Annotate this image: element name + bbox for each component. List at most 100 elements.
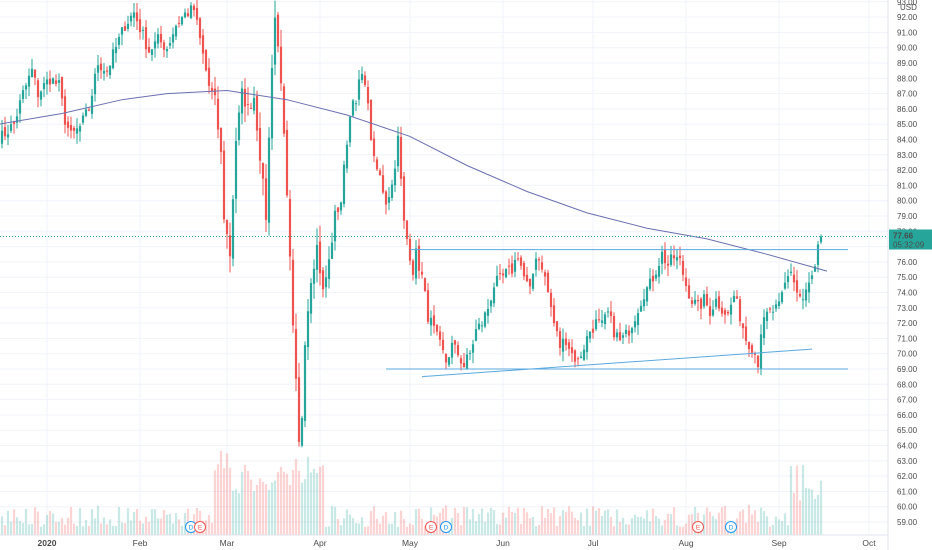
candle-body xyxy=(360,74,364,81)
volume-bar xyxy=(0,516,4,535)
candle-body xyxy=(648,278,652,289)
volume-bar xyxy=(540,506,544,535)
last-price-tag: 77.66 05:32:09 xyxy=(0,229,932,250)
price-tick-label: 67.00 xyxy=(897,396,918,405)
volume-bar xyxy=(399,510,403,535)
volume-bar xyxy=(600,516,604,535)
volume-bar xyxy=(114,526,118,535)
volume-bar xyxy=(48,510,52,535)
candle-body xyxy=(141,29,145,31)
volume-bar xyxy=(117,507,121,535)
volume-bar xyxy=(660,525,664,535)
volume-bar xyxy=(111,525,115,535)
candle-body xyxy=(636,313,640,326)
volume-bar xyxy=(666,513,670,535)
candle-body xyxy=(609,311,613,317)
volume-bar xyxy=(555,525,559,535)
time-tick-label: Mar xyxy=(220,538,235,548)
candle-body xyxy=(198,18,202,39)
volume-bar xyxy=(774,516,778,535)
volume-bar xyxy=(294,458,298,535)
volume-bar xyxy=(438,512,442,535)
volume-bar xyxy=(291,469,295,535)
candle-body xyxy=(129,15,133,22)
candle-body xyxy=(417,245,421,271)
candle-body xyxy=(771,311,775,313)
price-tick-label: 87.00 xyxy=(897,90,918,99)
dividend-marker-label: D xyxy=(444,524,449,531)
candle-body xyxy=(324,277,328,288)
candle-body xyxy=(174,25,178,37)
volume-bar xyxy=(33,507,37,535)
volume-bar xyxy=(231,490,235,535)
volume-bar xyxy=(789,466,793,535)
candle-body xyxy=(495,275,499,287)
candle-body xyxy=(348,116,352,143)
volume-bar xyxy=(180,525,184,535)
volume-bar xyxy=(186,508,190,535)
candle-body xyxy=(12,121,16,124)
candle-body xyxy=(423,278,427,291)
volume-bar xyxy=(525,512,529,535)
candle-body xyxy=(606,311,610,313)
candle-body xyxy=(252,97,256,111)
volume-bar xyxy=(141,523,145,535)
price-tick-label: 61.00 xyxy=(897,487,918,496)
volume-bar xyxy=(651,508,655,535)
volume-bar xyxy=(795,465,799,535)
candle-body xyxy=(84,109,88,116)
candle-body xyxy=(546,272,550,293)
time-tick-label: Jun xyxy=(496,538,510,548)
volume-bar xyxy=(765,516,769,535)
volume-bar xyxy=(204,520,208,535)
volume-bar xyxy=(720,507,724,535)
volume-bar xyxy=(579,512,583,535)
volume-bar xyxy=(486,512,490,535)
candle-body xyxy=(375,159,379,170)
candle-body xyxy=(615,332,619,338)
candle-body xyxy=(708,306,712,317)
candle-body xyxy=(564,338,568,345)
volume-bar xyxy=(501,512,505,535)
volume-bar xyxy=(477,514,481,535)
candle-body xyxy=(276,14,280,47)
candle-body xyxy=(339,202,343,211)
candle-body xyxy=(3,127,7,137)
volume-bar xyxy=(417,508,421,535)
candle-body xyxy=(303,345,307,421)
price-tick-label: 75.00 xyxy=(897,273,918,282)
candle-body xyxy=(777,301,781,306)
time-axis[interactable]: 2020 Feb Mar Apr May Jun Jul Aug Sep Oct xyxy=(0,534,888,548)
price-tick-label: 64.00 xyxy=(897,442,918,451)
volume-bar xyxy=(687,514,691,535)
volume-bar xyxy=(393,512,397,535)
candle-body xyxy=(369,100,373,140)
price-tick-label: 65.00 xyxy=(897,426,918,435)
earnings-marker xyxy=(425,521,437,533)
volume-bar xyxy=(327,526,331,535)
volume-bar xyxy=(99,523,103,535)
volume-bar xyxy=(255,484,259,535)
candle-body xyxy=(660,251,664,264)
currency-label: USD xyxy=(900,3,917,12)
volume-bar xyxy=(633,514,637,535)
candle-body xyxy=(819,236,823,243)
candle-body xyxy=(711,309,715,316)
candle-body xyxy=(600,320,604,323)
volume-bar xyxy=(480,508,484,535)
volume-bar xyxy=(585,508,589,535)
candle-body xyxy=(747,342,751,350)
volume-bar xyxy=(366,526,370,535)
volume-bar xyxy=(693,506,697,535)
volume-bar xyxy=(276,471,280,535)
candle-body xyxy=(246,104,250,106)
candle-body xyxy=(240,88,244,114)
candle-body xyxy=(24,85,28,90)
candle-body xyxy=(462,362,466,368)
candle-body xyxy=(387,197,391,203)
candle-body xyxy=(540,262,544,270)
volume-bar xyxy=(543,517,547,535)
candle-body xyxy=(558,331,562,348)
